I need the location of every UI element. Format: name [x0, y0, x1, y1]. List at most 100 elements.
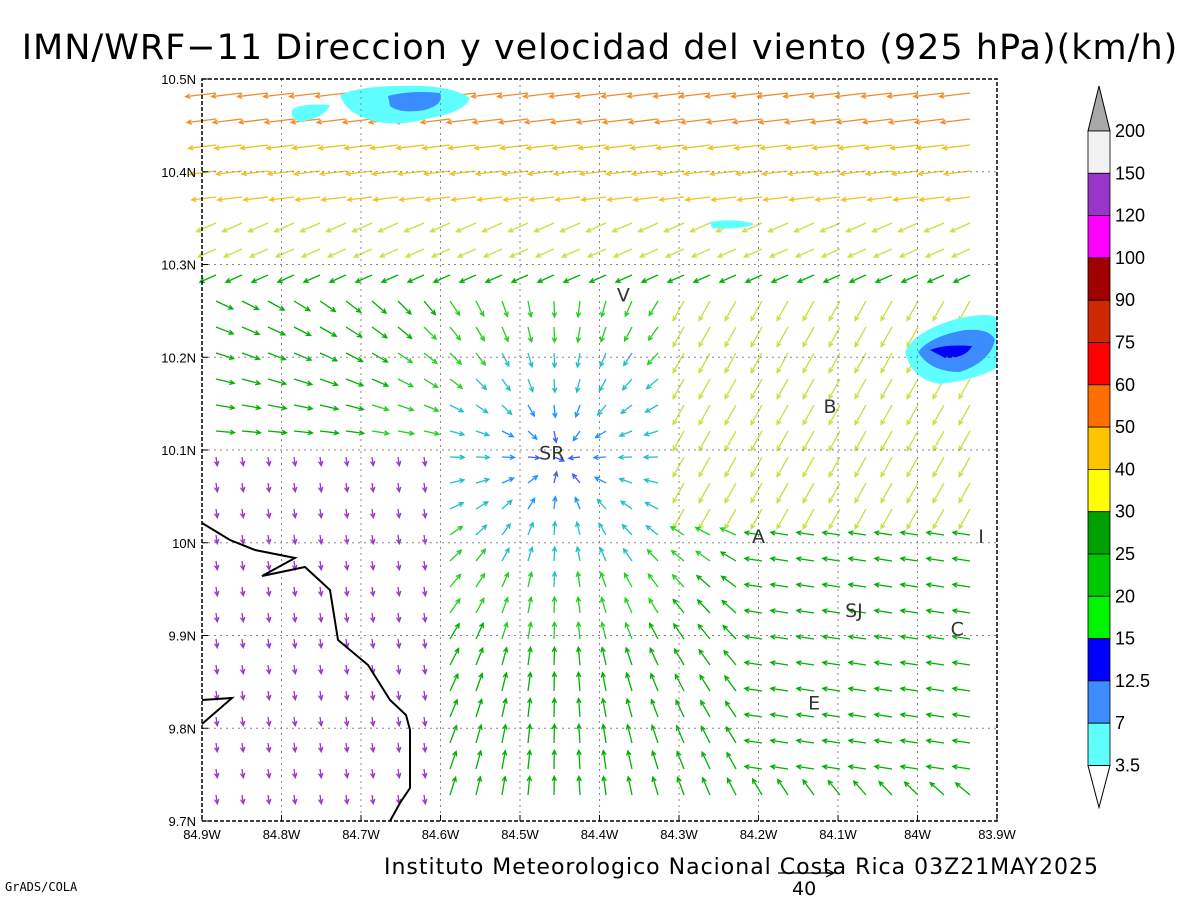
wind-arrow	[475, 524, 488, 536]
wind-arrow	[873, 738, 893, 744]
wind-arrow	[267, 429, 288, 436]
wind-arrow	[944, 196, 971, 203]
wind-arrow	[267, 352, 287, 361]
wind-arrow	[265, 664, 272, 676]
wind-arrow	[776, 430, 789, 452]
wind-arrow	[676, 776, 685, 796]
wind-arrow	[421, 560, 428, 572]
wind-arrow	[432, 274, 451, 283]
wind-arrow	[861, 118, 893, 125]
lon-tick-label: 84.8W	[263, 827, 301, 842]
wind-arrow	[553, 456, 566, 463]
lon-tick-label: 83.9W	[978, 827, 1016, 842]
wind-arrow	[925, 556, 945, 562]
wind-arrow	[743, 530, 763, 536]
wind-arrow	[794, 248, 815, 258]
wind-arrow	[239, 716, 246, 728]
wind-arrow	[892, 196, 919, 203]
wind-arrow	[190, 196, 217, 203]
wind-arrow	[599, 571, 607, 588]
wind-arrow	[575, 520, 581, 536]
wind-arrow	[449, 549, 463, 562]
lat-tick-label: 9.8N	[169, 721, 196, 736]
wind-arrow	[726, 751, 737, 770]
wind-arrow	[449, 749, 458, 770]
wind-arrow	[644, 404, 659, 413]
colorbar-label: 3.5	[1115, 756, 1140, 776]
wind-arrow	[698, 430, 711, 452]
wind-arrow	[580, 196, 607, 203]
wind-arrow	[821, 738, 841, 744]
wind-arrow	[395, 534, 402, 546]
wind-arrow	[847, 686, 867, 692]
wind-arrow	[769, 660, 789, 666]
wind-vectors	[184, 92, 971, 806]
wind-arrow	[828, 482, 841, 504]
wind-arrow	[656, 170, 685, 177]
wind-arrow	[669, 526, 685, 536]
wind-arrow	[698, 482, 711, 504]
wind-arrow	[326, 248, 347, 258]
wind-arrow	[898, 248, 919, 258]
wind-arrow	[430, 248, 451, 258]
wind-arrow	[273, 222, 295, 233]
wind-arrow	[421, 716, 428, 728]
wind-arrow	[551, 645, 558, 666]
colorbar-segment	[1087, 722, 1111, 766]
wind-arrow	[575, 326, 582, 344]
wind-arrow	[369, 144, 399, 151]
wind-arrow	[847, 738, 867, 744]
wind-arrow	[421, 794, 428, 806]
wind-arrow	[762, 196, 789, 203]
wind-arrow	[603, 144, 633, 151]
wind-arrow	[873, 582, 893, 588]
wind-arrow	[672, 326, 685, 348]
wind-arrow	[618, 430, 633, 437]
wind-arrow	[847, 582, 867, 588]
wind-arrow	[929, 781, 945, 796]
shade-cyan-north-west	[291, 104, 330, 122]
wind-arrow	[854, 430, 867, 452]
colorbar-segment	[1087, 553, 1111, 597]
wind-arrow	[854, 378, 867, 400]
wind-arrow	[611, 222, 633, 233]
wind-arrow	[951, 608, 971, 614]
lat-tick-label: 9.9N	[169, 629, 196, 644]
wind-arrow	[822, 274, 841, 283]
wind-arrow	[533, 222, 555, 233]
wind-arrow	[630, 170, 659, 177]
wind-arrow	[575, 118, 607, 125]
wind-arrow	[769, 530, 789, 536]
wind-arrow	[496, 92, 529, 99]
wind-arrow	[449, 404, 465, 413]
wind-arrow	[586, 248, 607, 258]
city-label-c: C	[951, 619, 964, 641]
wind-arrow	[291, 638, 298, 650]
wind-arrow	[551, 545, 558, 562]
wind-arrow	[701, 750, 711, 770]
wind-arrow	[828, 300, 841, 322]
wind-arrow	[370, 170, 399, 177]
wind-arrow	[291, 612, 298, 624]
wind-arrow	[718, 274, 737, 283]
wind-arrow	[871, 222, 893, 233]
wind-arrow	[724, 700, 737, 718]
wind-arrow	[404, 248, 425, 258]
wind-arrow	[481, 222, 503, 233]
wind-arrow	[241, 352, 262, 361]
city-label-a: A	[752, 526, 765, 548]
wind-arrow	[880, 300, 893, 322]
wind-arrow	[213, 144, 243, 151]
wind-arrow	[291, 534, 298, 546]
wind-arrow	[795, 712, 815, 718]
wind-arrow	[213, 560, 220, 572]
wind-arrow	[551, 570, 558, 588]
wind-arrow	[795, 530, 815, 536]
wind-arrow	[626, 92, 659, 99]
wind-speed-shading	[291, 85, 997, 384]
wind-arrow	[237, 118, 269, 125]
wind-arrow	[949, 222, 971, 233]
wind-arrow	[527, 404, 536, 418]
wind-arrow	[265, 612, 272, 624]
wind-arrow	[716, 248, 737, 258]
